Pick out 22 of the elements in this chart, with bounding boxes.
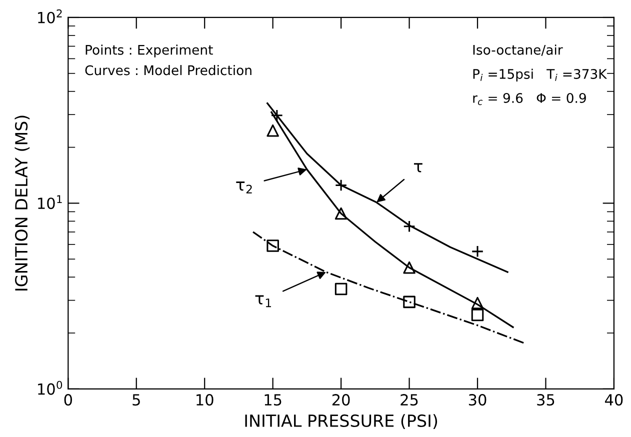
y-tick-label: 10$^{1}$ — [38, 195, 62, 210]
x-tick-label: 35 — [537, 394, 554, 406]
annotation: τ$_{2}$ — [236, 182, 252, 194]
annotation: Curves : Model Prediction — [85, 65, 252, 76]
x-tick-label: 15 — [264, 394, 282, 406]
x-tick-label: 30 — [468, 394, 486, 406]
annotation: τ — [414, 163, 422, 172]
annotation: τ$_{1}$ — [255, 295, 271, 308]
x-tick-label: 10 — [196, 394, 214, 406]
x-tick-label: 25 — [400, 394, 418, 406]
x-tick-label: 40 — [604, 394, 623, 406]
x-tick-label: 0 — [64, 394, 72, 406]
x-tick-label: 20 — [332, 394, 350, 406]
annotation: P$_{i}$ =15psi T$_{i}$ =373K — [473, 68, 608, 82]
annotation: r$_{c}$ = 9.6 Φ = 0.9 — [473, 93, 586, 106]
annotation: Points : Experiment — [86, 44, 213, 58]
annotation: Iso-octane/air — [473, 44, 563, 56]
x-tick-label: 5 — [132, 394, 140, 406]
y-tick-label: 10$^{2}$ — [38, 9, 62, 24]
y-axis-title: IGNITION DELAY (MS) — [14, 116, 30, 290]
y-tick-label: 10$^{0}$ — [38, 380, 62, 395]
x-axis-title: INITIAL PRESSURE (PSI) — [245, 414, 438, 429]
